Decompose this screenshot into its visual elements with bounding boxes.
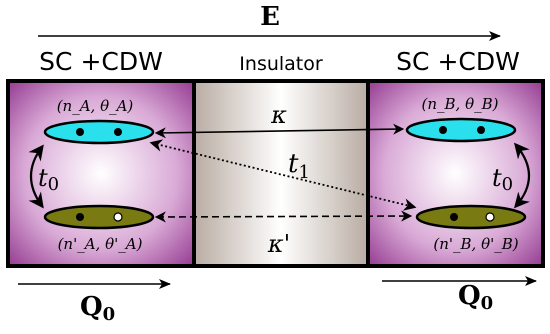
- t0-right-subscript: 0: [502, 174, 513, 195]
- region-label-right: SC +CDW: [396, 47, 520, 76]
- t0-right-coupling-arrow: [513, 142, 530, 209]
- electron-dot: [76, 213, 84, 221]
- state-label-left-bottom: (n'_A, θ'_A): [58, 235, 143, 253]
- q0-left-subscript: 0: [103, 304, 116, 325]
- hole-dot: [485, 212, 495, 222]
- region-label-left: SC +CDW: [39, 47, 163, 76]
- state-label-left-top: (n_A, θ_A): [57, 97, 134, 115]
- region-label-middle: Insulator: [239, 53, 323, 75]
- electron-dot: [76, 128, 84, 136]
- band-ellipse-left-bottom: [43, 204, 155, 230]
- t1-subscript: 1: [298, 162, 309, 183]
- t0-left-subscript: 0: [48, 174, 59, 195]
- field-label: E: [260, 2, 280, 32]
- electron-dot: [477, 126, 485, 134]
- state-label-right-bottom: (n'_B, θ'_B): [433, 235, 518, 253]
- electron-dot: [439, 126, 447, 134]
- electron-dot: [450, 213, 458, 221]
- band-ellipse-right-top: [405, 117, 517, 143]
- band-ellipse-left-top: [43, 119, 155, 145]
- t0-left-coupling-arrow: [28, 144, 44, 209]
- q0-label-right: Q0: [458, 281, 493, 314]
- state-label-right-top: (n_B, θ_B): [422, 95, 499, 113]
- junction-outline: [6, 79, 545, 268]
- t0-left-label: t0: [38, 164, 59, 195]
- band-ellipse-right-bottom: [415, 204, 527, 230]
- q0-right-subscript: 0: [481, 293, 494, 314]
- kappa-prime-coupling-arrow: [154, 210, 413, 223]
- kappa-label: κ: [270, 101, 287, 129]
- t0-right-label: t0: [492, 164, 513, 195]
- q0-label-left: Q0: [80, 292, 115, 325]
- t1-label: t1: [288, 149, 310, 183]
- electron-dot: [114, 128, 122, 136]
- kappa-coupling-arrow: [154, 123, 405, 139]
- kappa-prime-label: κ': [267, 230, 290, 258]
- hole-dot: [113, 212, 123, 222]
